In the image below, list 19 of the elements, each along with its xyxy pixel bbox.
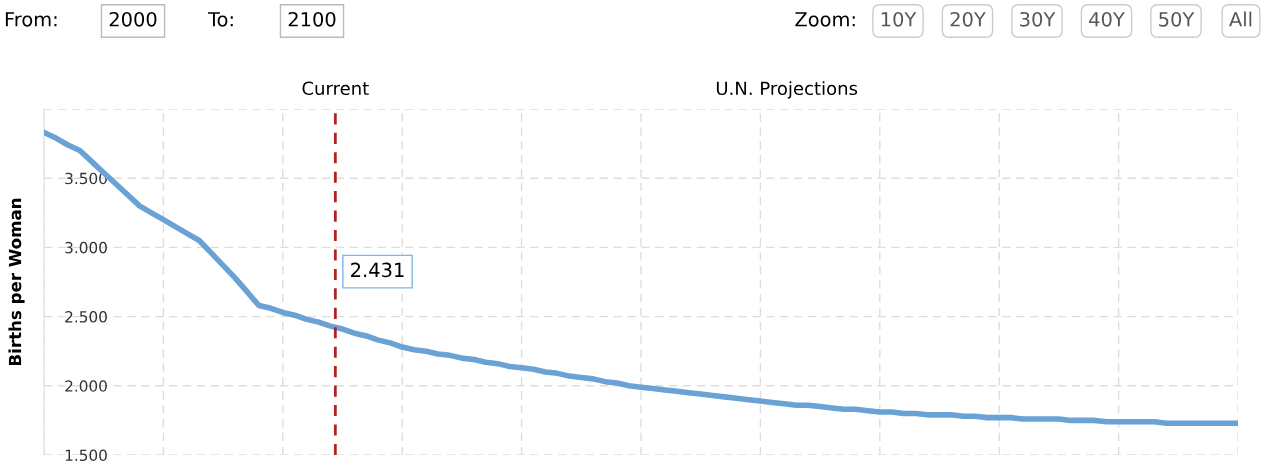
text: All bbox=[1229, 11, 1252, 27]
text: 20Y bbox=[950, 11, 986, 27]
text: 30Y bbox=[1020, 11, 1056, 27]
text: From: bbox=[5, 12, 57, 27]
text: 40Y bbox=[1089, 11, 1125, 27]
text: U.N. Projections bbox=[716, 81, 858, 99]
text: 50Y bbox=[1159, 11, 1195, 27]
y-tick-label: 1.500 bbox=[65, 449, 107, 462]
text: 2000 bbox=[109, 11, 157, 27]
y-tick-label: 2.500 bbox=[65, 311, 107, 323]
y-axis-title: Births per Woman bbox=[8, 198, 25, 366]
y-tick-label: 3.000 bbox=[65, 241, 107, 254]
text: Current bbox=[302, 81, 369, 96]
text: 2100 bbox=[288, 11, 336, 27]
text: To: bbox=[207, 12, 233, 27]
annotation: 2.431 bbox=[351, 262, 404, 278]
y-tick-label: 2.000 bbox=[65, 380, 107, 392]
text: 10Y bbox=[881, 11, 917, 27]
text: Zoom: bbox=[795, 12, 855, 27]
